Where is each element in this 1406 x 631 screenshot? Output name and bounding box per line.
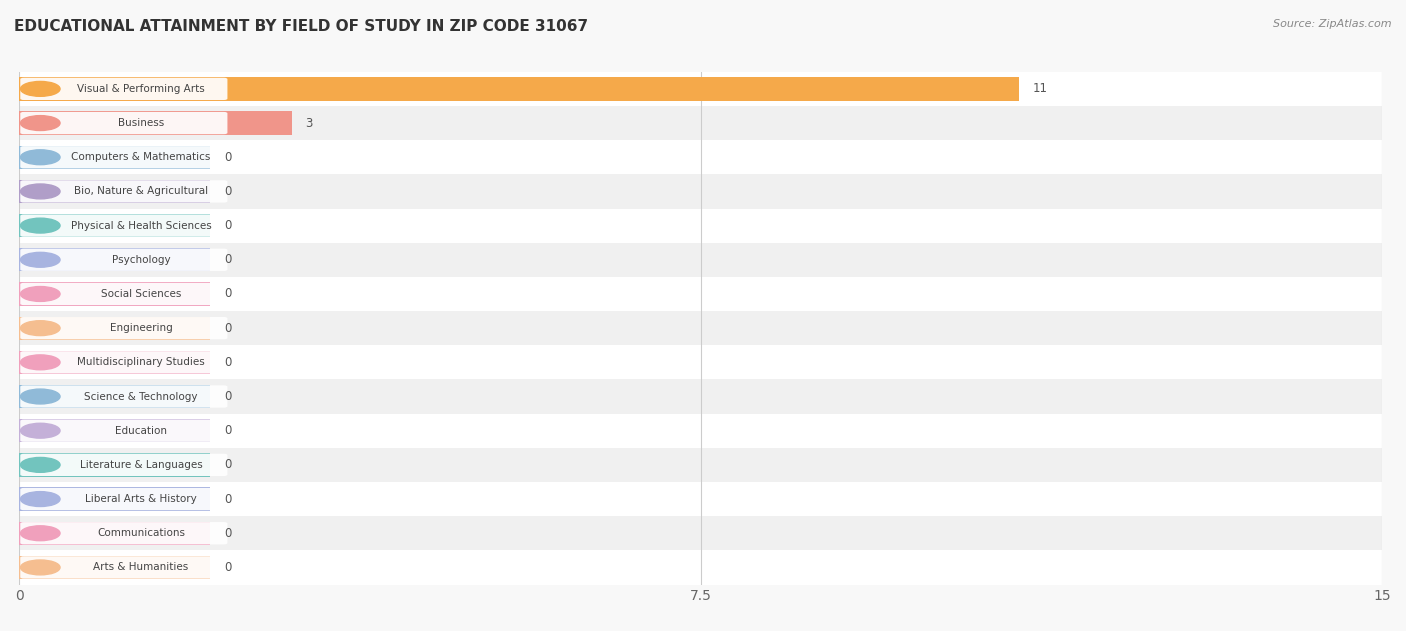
Bar [20, 385, 209, 408]
Circle shape [21, 218, 60, 233]
Bar [20, 487, 209, 510]
FancyBboxPatch shape [20, 488, 228, 510]
Text: Source: ZipAtlas.com: Source: ZipAtlas.com [1274, 19, 1392, 29]
Circle shape [21, 115, 60, 131]
FancyBboxPatch shape [20, 522, 228, 545]
FancyBboxPatch shape [20, 386, 228, 408]
Text: Visual & Performing Arts: Visual & Performing Arts [77, 84, 205, 94]
Text: Liberal Arts & History: Liberal Arts & History [86, 494, 197, 504]
Bar [20, 174, 1382, 208]
Text: 0: 0 [224, 424, 231, 437]
FancyBboxPatch shape [20, 351, 228, 374]
Text: 0: 0 [224, 253, 231, 266]
Text: 0: 0 [224, 219, 231, 232]
Text: 0: 0 [224, 288, 231, 300]
Text: Arts & Humanities: Arts & Humanities [93, 562, 188, 572]
Circle shape [21, 355, 60, 370]
FancyBboxPatch shape [20, 283, 228, 305]
Text: 0: 0 [224, 151, 231, 164]
Bar [20, 345, 1382, 379]
Bar [20, 282, 209, 305]
Bar [20, 140, 1382, 174]
Text: 0: 0 [224, 185, 231, 198]
Bar [20, 413, 1382, 448]
Bar [20, 208, 1382, 243]
Text: 3: 3 [305, 117, 314, 129]
Circle shape [21, 252, 60, 268]
Text: Science & Technology: Science & Technology [84, 391, 198, 401]
Text: 0: 0 [224, 493, 231, 505]
Text: 0: 0 [224, 458, 231, 471]
Text: Communications: Communications [97, 528, 186, 538]
Bar [20, 317, 209, 339]
Text: 0: 0 [224, 527, 231, 540]
Circle shape [21, 526, 60, 541]
Text: 0: 0 [224, 390, 231, 403]
Text: Multidisciplinary Studies: Multidisciplinary Studies [77, 357, 205, 367]
FancyBboxPatch shape [20, 180, 228, 203]
FancyBboxPatch shape [20, 454, 228, 476]
FancyBboxPatch shape [20, 78, 228, 100]
Text: Social Sciences: Social Sciences [101, 289, 181, 299]
Circle shape [21, 150, 60, 165]
Circle shape [21, 184, 60, 199]
Text: Engineering: Engineering [110, 323, 173, 333]
FancyBboxPatch shape [20, 146, 228, 168]
Text: Education: Education [115, 426, 167, 435]
Circle shape [21, 423, 60, 438]
Circle shape [21, 81, 60, 97]
FancyBboxPatch shape [20, 215, 228, 237]
FancyBboxPatch shape [20, 557, 228, 579]
Text: Psychology: Psychology [112, 255, 170, 265]
Text: EDUCATIONAL ATTAINMENT BY FIELD OF STUDY IN ZIP CODE 31067: EDUCATIONAL ATTAINMENT BY FIELD OF STUDY… [14, 19, 588, 34]
Circle shape [21, 560, 60, 575]
Text: 0: 0 [224, 322, 231, 334]
Bar [20, 419, 209, 442]
Bar [20, 146, 209, 169]
Circle shape [21, 286, 60, 302]
Bar [20, 214, 209, 237]
Circle shape [21, 457, 60, 473]
FancyBboxPatch shape [20, 420, 228, 442]
Bar [20, 243, 1382, 277]
Bar [20, 516, 1382, 550]
Bar [20, 453, 209, 476]
Bar [20, 248, 209, 271]
Text: 11: 11 [1032, 83, 1047, 95]
Bar [20, 311, 1382, 345]
Text: Computers & Mathematics: Computers & Mathematics [72, 152, 211, 162]
Text: Bio, Nature & Agricultural: Bio, Nature & Agricultural [75, 186, 208, 196]
Bar [20, 77, 1019, 100]
Bar [20, 482, 1382, 516]
Bar [20, 277, 1382, 311]
Text: Literature & Languages: Literature & Languages [80, 460, 202, 470]
FancyBboxPatch shape [20, 317, 228, 339]
Bar [20, 448, 1382, 482]
Bar [20, 106, 1382, 140]
Bar [20, 351, 209, 374]
Text: Physical & Health Sciences: Physical & Health Sciences [70, 221, 211, 230]
Circle shape [21, 321, 60, 336]
Circle shape [21, 389, 60, 404]
Circle shape [21, 492, 60, 507]
Text: 0: 0 [224, 561, 231, 574]
FancyBboxPatch shape [20, 112, 228, 134]
FancyBboxPatch shape [20, 249, 228, 271]
Bar [20, 550, 1382, 584]
Bar [20, 180, 209, 203]
Bar [20, 112, 292, 134]
Bar [20, 379, 1382, 413]
Text: Business: Business [118, 118, 165, 128]
Bar [20, 556, 209, 579]
Text: 0: 0 [224, 356, 231, 369]
Bar [20, 72, 1382, 106]
Bar [20, 522, 209, 545]
